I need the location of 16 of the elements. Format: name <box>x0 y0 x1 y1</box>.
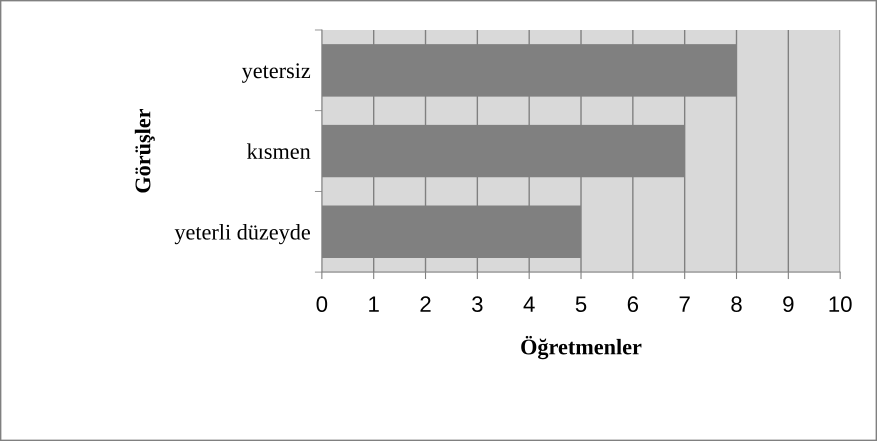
x-tick-label: 2 <box>420 296 431 312</box>
y-tick-label: yetersiz <box>242 63 310 83</box>
x-tick-label: 3 <box>472 296 483 312</box>
x-tick-label: 9 <box>783 296 794 312</box>
x-tick-label: 4 <box>524 296 535 312</box>
x-tick-label: 6 <box>628 296 638 312</box>
x-tick-label: 8 <box>731 296 742 312</box>
x-axis-title: Öğretmenler <box>521 336 642 360</box>
y-tick-label: kısmen <box>246 143 310 159</box>
y-tick-label: yeterli düzeyde <box>174 224 310 244</box>
x-tick-label: 1 <box>369 296 379 312</box>
x-tick-label: 5 <box>576 296 586 312</box>
x-tick-label: 0 <box>316 296 328 312</box>
y-axis-title: Görüşler <box>134 108 155 193</box>
x-tick-label: 7 <box>680 296 690 312</box>
x-tick-label: 10 <box>830 296 852 312</box>
